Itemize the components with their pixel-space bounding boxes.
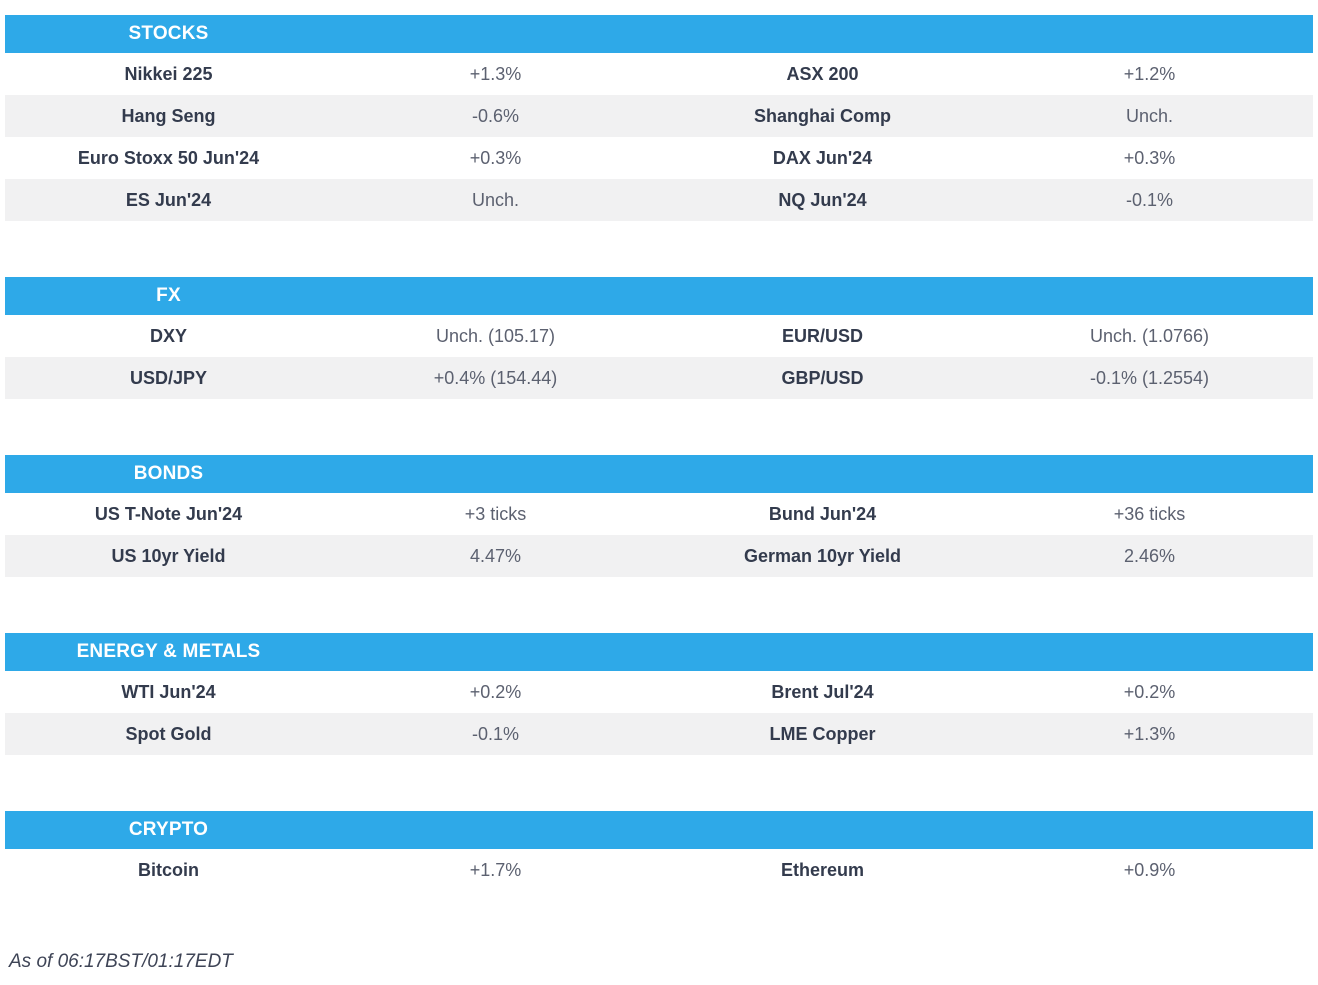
instrument-label: Hang Seng <box>121 105 216 126</box>
instrument-value: +1.7% <box>469 859 522 880</box>
instrument-label: ASX 200 <box>786 63 859 84</box>
instrument-label: German 10yr Yield <box>743 545 902 566</box>
instrument-label: Ethereum <box>780 859 865 880</box>
table-row: DXY Unch. (105.17) EUR/USD Unch. (1.0766… <box>5 315 1313 357</box>
instrument-value: +1.3% <box>469 63 522 84</box>
instrument-label: LME Copper <box>769 723 876 744</box>
instrument-label: US T-Note Jun'24 <box>94 503 243 524</box>
instrument-value: Unch. (1.0766) <box>1089 325 1210 346</box>
table-row: Nikkei 225 +1.3% ASX 200 +1.2% <box>5 53 1313 95</box>
instrument-value: -0.1% <box>1125 189 1174 210</box>
section-title: ENERGY & METALS <box>76 641 261 662</box>
section-title: CRYPTO <box>128 819 209 840</box>
instrument-value: -0.1% (1.2554) <box>1089 367 1210 388</box>
instrument-label: DAX Jun'24 <box>772 147 873 168</box>
instrument-value: +0.9% <box>1123 859 1176 880</box>
table-row: ES Jun'24 Unch. NQ Jun'24 -0.1% <box>5 179 1313 221</box>
instrument-value: +3 ticks <box>464 503 527 524</box>
instrument-value: +0.2% <box>469 681 522 702</box>
table-row: Hang Seng -0.6% Shanghai Comp Unch. <box>5 95 1313 137</box>
instrument-value: +0.3% <box>469 147 522 168</box>
instrument-label: USD/JPY <box>129 367 208 388</box>
instrument-value: +1.2% <box>1123 63 1176 84</box>
table-row: US T-Note Jun'24 +3 ticks Bund Jun'24 +3… <box>5 493 1313 535</box>
instrument-label: Nikkei 225 <box>124 63 213 84</box>
instrument-value: -0.6% <box>471 105 520 126</box>
section-header-bonds: BONDS <box>5 455 1313 493</box>
section-header-energy-metals: ENERGY & METALS <box>5 633 1313 671</box>
table-row: US 10yr Yield 4.47% German 10yr Yield 2.… <box>5 535 1313 577</box>
instrument-label: Shanghai Comp <box>753 105 891 126</box>
table-row: USD/JPY +0.4% (154.44) GBP/USD -0.1% (1.… <box>5 357 1313 399</box>
instrument-value: Unch. (105.17) <box>435 325 556 346</box>
table-row: Bitcoin +1.7% Ethereum +0.9% <box>5 849 1313 891</box>
instrument-value: +0.2% <box>1123 681 1176 702</box>
table-row: Spot Gold -0.1% LME Copper +1.3% <box>5 713 1313 755</box>
instrument-label: EUR/USD <box>781 325 863 346</box>
instrument-value: +36 ticks <box>1113 503 1186 524</box>
instrument-label: Bitcoin <box>138 859 199 880</box>
instrument-label: GBP/USD <box>781 367 864 388</box>
section-header-fx: FX <box>5 277 1313 315</box>
section-header-stocks: STOCKS <box>5 15 1313 53</box>
instrument-label: WTI Jun'24 <box>121 681 216 702</box>
instrument-value: +0.3% <box>1123 147 1176 168</box>
instrument-value: +0.4% (154.44) <box>433 367 558 388</box>
instrument-value: 4.47% <box>469 545 522 566</box>
instrument-value: Unch. <box>1125 105 1174 126</box>
instrument-value: 2.46% <box>1123 545 1176 566</box>
section-crypto: CRYPTO Bitcoin +1.7% Ethereum +0.9% <box>5 811 1313 891</box>
instrument-label: Brent Jul'24 <box>771 681 874 702</box>
section-header-crypto: CRYPTO <box>5 811 1313 849</box>
section-stocks: STOCKS Nikkei 225 +1.3% ASX 200 +1.2% Ha… <box>5 15 1313 221</box>
section-title: STOCKS <box>128 23 209 44</box>
instrument-label: ES Jun'24 <box>125 189 212 210</box>
section-energy-metals: ENERGY & METALS WTI Jun'24 +0.2% Brent J… <box>5 633 1313 755</box>
instrument-value: +1.3% <box>1123 723 1176 744</box>
instrument-label: DXY <box>149 325 187 346</box>
section-bonds: BONDS US T-Note Jun'24 +3 ticks Bund Jun… <box>5 455 1313 577</box>
instrument-label: Spot Gold <box>125 723 212 744</box>
table-row: Euro Stoxx 50 Jun'24 +0.3% DAX Jun'24 +0… <box>5 137 1313 179</box>
as-of-timestamp: As of 06:17BST/01:17EDT <box>9 951 233 972</box>
instrument-label: Euro Stoxx 50 Jun'24 <box>77 147 260 168</box>
section-title: BONDS <box>133 463 204 484</box>
section-title: FX <box>156 285 181 306</box>
table-row: WTI Jun'24 +0.2% Brent Jul'24 +0.2% <box>5 671 1313 713</box>
instrument-value: -0.1% <box>471 723 520 744</box>
instrument-label: NQ Jun'24 <box>778 189 867 210</box>
section-fx: FX DXY Unch. (105.17) EUR/USD Unch. (1.0… <box>5 277 1313 399</box>
instrument-value: Unch. <box>471 189 520 210</box>
instrument-label: Bund Jun'24 <box>768 503 877 524</box>
instrument-label: US 10yr Yield <box>111 545 226 566</box>
